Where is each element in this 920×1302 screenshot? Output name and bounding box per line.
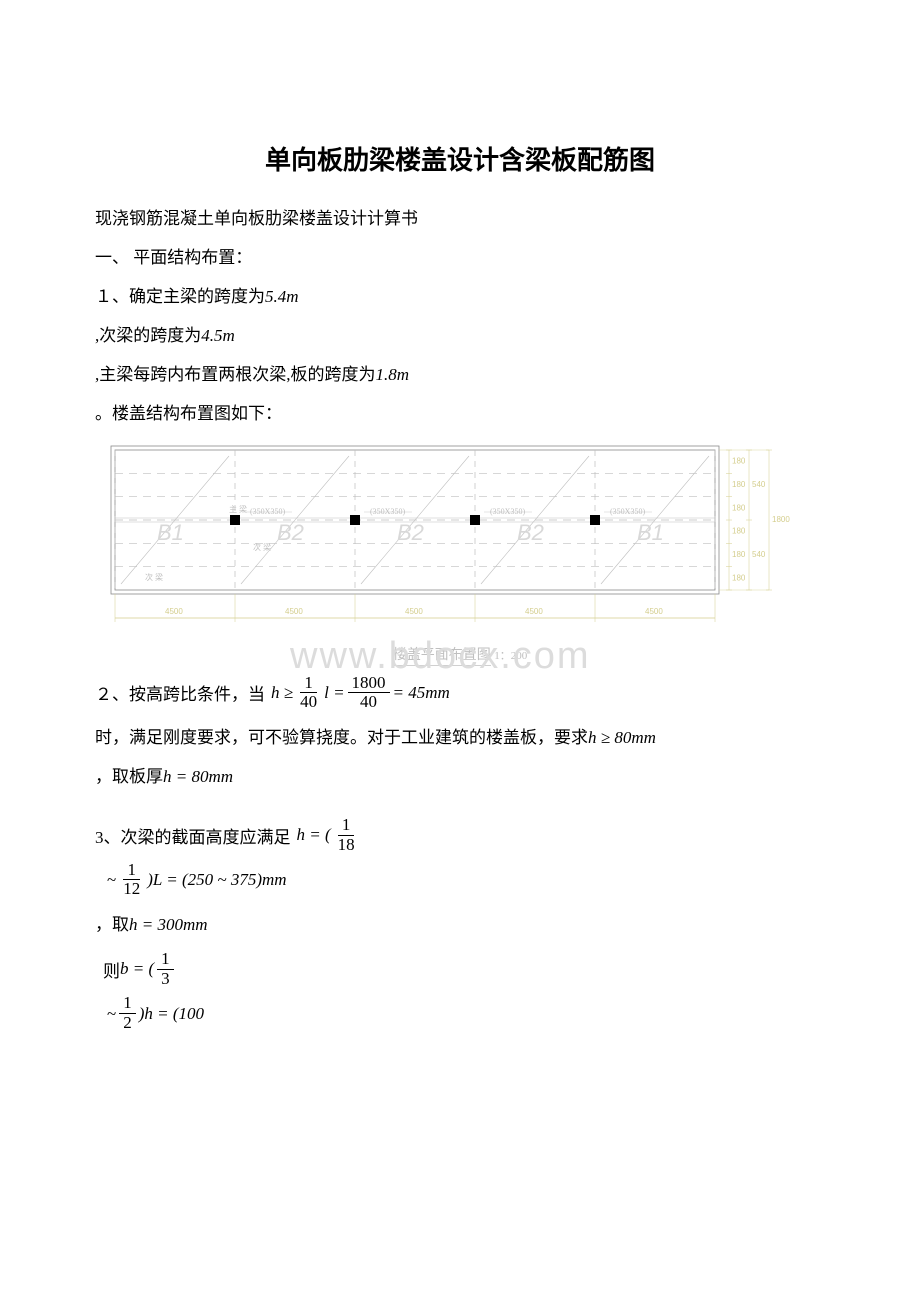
svg-text:次 梁: 次 梁 bbox=[253, 542, 271, 552]
frac-num: 1 bbox=[338, 816, 355, 836]
item2-line3b: h = 80mm bbox=[163, 767, 233, 786]
item3-f4-pre: ~ bbox=[107, 1004, 116, 1024]
item2-line3: ，取板厚h = 80mm bbox=[95, 757, 825, 796]
item3-frac2: 1 12 bbox=[119, 861, 144, 899]
svg-text:主 梁: 主 梁 bbox=[229, 504, 247, 514]
item2-line3a: ，取板厚 bbox=[95, 767, 163, 786]
item2-mid: l = bbox=[324, 683, 344, 703]
svg-text:4500: 4500 bbox=[405, 607, 423, 616]
svg-text:4500: 4500 bbox=[165, 607, 183, 616]
svg-text:180: 180 bbox=[732, 503, 746, 512]
item3-frac3: 1 3 bbox=[157, 950, 174, 988]
svg-text:次 梁: 次 梁 bbox=[145, 572, 163, 582]
item3-row4: ~ 1 2 )h = (100 bbox=[107, 994, 825, 1032]
item3-f3-lhs: b = ( bbox=[120, 959, 154, 979]
svg-text:180: 180 bbox=[732, 526, 746, 535]
page-title: 单向板肋梁楼盖设计含梁板配筋图 bbox=[95, 140, 825, 177]
item3-prefix: 3、次梁的截面高度应满足 bbox=[95, 823, 291, 848]
frac-num: 1 bbox=[157, 950, 174, 970]
svg-text:180: 180 bbox=[732, 456, 746, 465]
frac-num: 1 bbox=[123, 861, 140, 881]
floor-plan-diagram: B1B2B2B2B1主 梁次 梁次 梁(350X350)(350X350)(35… bbox=[95, 440, 825, 664]
item3-line3b: h = 300mm bbox=[129, 915, 208, 934]
item3-frac1: 1 18 bbox=[334, 816, 359, 854]
svg-text:540: 540 bbox=[752, 550, 766, 559]
item3-row2: ~ 1 12 )L = (250 ~ 375)mm bbox=[107, 861, 825, 899]
item1-text: １、确定主梁的跨度为 bbox=[95, 287, 265, 306]
item3-f4-post: )h = (100 bbox=[139, 1004, 204, 1024]
item2-frac2: 1800 40 bbox=[348, 674, 390, 712]
frac-den: 18 bbox=[334, 836, 359, 855]
svg-text:(350X350): (350X350) bbox=[250, 507, 285, 516]
svg-text:1800: 1800 bbox=[772, 515, 790, 524]
section1-heading: 一、 平面结构布置： bbox=[95, 238, 825, 277]
frac-den: 3 bbox=[157, 970, 174, 989]
svg-text:B2: B2 bbox=[397, 520, 424, 545]
item3-f2-post: )L = (250 ~ 375)mm bbox=[147, 870, 286, 890]
item3-row1: 3、次梁的截面高度应满足 h = ( 1 18 bbox=[95, 816, 825, 854]
svg-text:540: 540 bbox=[752, 480, 766, 489]
item2-line2a: 时，满足刚度要求，可不验算挠度。对于工业建筑的楼盖板，要求 bbox=[95, 728, 588, 747]
item1c-val: 1.8m bbox=[376, 365, 410, 384]
item1b: ,次梁的跨度为4.5m bbox=[95, 316, 825, 355]
frac-den: 40 bbox=[356, 693, 381, 712]
item3-line3: ，取h = 300mm bbox=[95, 905, 825, 944]
item1b-text: ,次梁的跨度为 bbox=[95, 326, 201, 345]
svg-text:B2: B2 bbox=[277, 520, 304, 545]
item3-row3: 则 b = ( 1 3 bbox=[103, 950, 825, 988]
svg-text:(350X350): (350X350) bbox=[610, 507, 645, 516]
svg-text:180: 180 bbox=[732, 550, 746, 559]
item2-frac1: 1 40 bbox=[296, 674, 321, 712]
frac-den: 2 bbox=[119, 1014, 136, 1033]
svg-text:180: 180 bbox=[732, 480, 746, 489]
svg-text:B1: B1 bbox=[157, 520, 184, 545]
item1: １、确定主梁的跨度为5.4m bbox=[95, 277, 825, 316]
frac-den: 12 bbox=[119, 880, 144, 899]
svg-text:(350X350): (350X350) bbox=[370, 507, 405, 516]
item2-prefix: ２、按高跨比条件，当 bbox=[95, 680, 265, 705]
item3-line3a: ，取 bbox=[95, 915, 129, 934]
item2-lhs: h ≥ bbox=[271, 683, 293, 703]
watermark: www.bdocx.com bbox=[290, 635, 591, 678]
item2-row: ２、按高跨比条件，当 h ≥ 1 40 l = 1800 40 = 45mm bbox=[95, 674, 825, 712]
frac-den: 40 bbox=[296, 693, 321, 712]
item2-rhs: = 45mm bbox=[393, 683, 450, 703]
item2-line2: 时，满足刚度要求，可不验算挠度。对于工业建筑的楼盖板，要求h ≥ 80mm bbox=[95, 718, 825, 757]
svg-text:4500: 4500 bbox=[285, 607, 303, 616]
item3-frac4: 1 2 bbox=[119, 994, 136, 1032]
svg-text:B2: B2 bbox=[517, 520, 544, 545]
intro-line: 现浇钢筋混凝土单向板肋梁楼盖设计计算书 bbox=[95, 199, 825, 238]
svg-text:4500: 4500 bbox=[645, 607, 663, 616]
item3-f3-pre: 则 bbox=[103, 957, 120, 982]
item1b-val: 4.5m bbox=[201, 326, 235, 345]
item2-line2b: h ≥ 80mm bbox=[588, 728, 656, 747]
svg-text:(350X350): (350X350) bbox=[490, 507, 525, 516]
item1d: 。楼盖结构布置图如下： bbox=[95, 394, 825, 433]
item1-val: 5.4m bbox=[265, 287, 299, 306]
svg-text:180: 180 bbox=[732, 573, 746, 582]
svg-text:4500: 4500 bbox=[525, 607, 543, 616]
svg-text:B1: B1 bbox=[637, 520, 664, 545]
item3-f1-lhs: h = ( bbox=[297, 825, 331, 845]
item1c-text: ,主梁每跨内布置两根次梁,板的跨度为 bbox=[95, 365, 376, 384]
item1c: ,主梁每跨内布置两根次梁,板的跨度为1.8m bbox=[95, 355, 825, 394]
frac-num: 1 bbox=[119, 994, 136, 1014]
item3-f2-pre: ~ bbox=[107, 870, 116, 890]
